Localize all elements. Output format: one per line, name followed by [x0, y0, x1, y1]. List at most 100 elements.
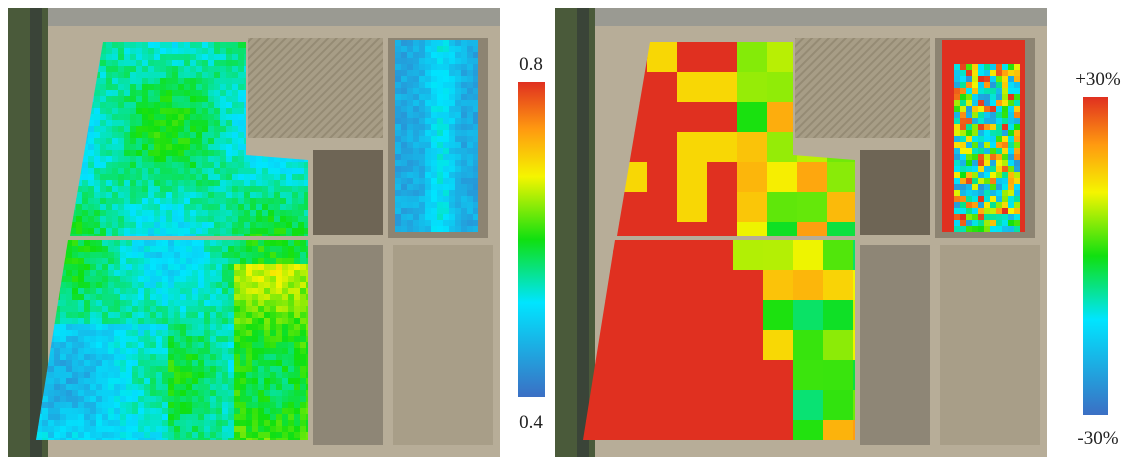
heatmap-cell: [198, 288, 205, 295]
heatmap-cell: [282, 288, 289, 295]
heatmap-cell: [413, 58, 420, 65]
heatmap-cell: [168, 372, 175, 379]
heatmap-cell: [160, 126, 167, 133]
heatmap-cell: [647, 192, 678, 223]
heatmap-cell: [449, 190, 456, 197]
heatmap-cell: [184, 222, 191, 229]
heatmap-cell: [467, 220, 474, 227]
heatmap-cell: [270, 390, 277, 397]
heatmap-cell: [990, 40, 997, 47]
heatmap-cell: [78, 360, 85, 367]
heatmap-cell: [204, 378, 211, 385]
heatmap-cell: [88, 204, 95, 211]
heatmap-cell: [978, 70, 985, 77]
heatmap-cell: [196, 198, 203, 205]
heatmap-cell: [102, 336, 109, 343]
heatmap-cell: [222, 384, 229, 391]
heatmap-cell: [78, 282, 85, 289]
heatmap-cell: [1008, 124, 1015, 131]
heatmap-cell: [90, 282, 97, 289]
heatmap-cell: [954, 82, 961, 89]
heatmap-cell: [238, 42, 245, 49]
heatmap-cell: [613, 360, 644, 391]
heatmap-cell: [228, 336, 235, 343]
heatmap-cell: [84, 270, 91, 277]
heatmap-cell: [208, 72, 215, 79]
heatmap-cell: [114, 390, 121, 397]
heatmap-cell: [234, 306, 241, 313]
heatmap-cell: [202, 120, 209, 127]
heatmap-cell: [984, 70, 991, 77]
heatmap-cell: [160, 210, 167, 217]
heatmap-cell: [114, 378, 121, 385]
heatmap-cell: [972, 58, 979, 65]
heatmap-cell: [114, 246, 121, 253]
heatmap-cell: [461, 82, 468, 89]
heatmap-cell: [449, 142, 456, 149]
heatmap-cell: [180, 426, 187, 433]
heatmap-cell: [142, 162, 149, 169]
heatmap-cell: [984, 160, 991, 167]
heatmap-cell: [196, 114, 203, 121]
heatmap-cell: [948, 118, 955, 125]
heatmap-cell: [84, 264, 91, 271]
heatmap-cell: [136, 84, 143, 91]
heatmap-cell: [136, 132, 143, 139]
heatmap-cell: [174, 258, 181, 265]
heatmap-cell: [972, 142, 979, 149]
heatmap-cell: [437, 40, 444, 47]
heatmap-cell: [166, 186, 173, 193]
heatmap-cell: [942, 88, 949, 95]
heatmap-cell: [401, 208, 408, 215]
heatmap-cell: [425, 82, 432, 89]
heatmap-cell: [108, 264, 115, 271]
heatmap-cell: [142, 90, 149, 97]
heatmap-cell: [228, 294, 235, 301]
heatmap-cell: [96, 342, 103, 349]
heatmap-cell: [413, 208, 420, 215]
heatmap-cell: [114, 318, 121, 325]
heatmap-cell: [216, 300, 223, 307]
heatmap-cell: [647, 102, 678, 133]
heatmap-cell: [268, 216, 275, 223]
heatmap-cell: [282, 360, 289, 367]
heatmap-cell: [60, 360, 67, 367]
heatmap-cell: [172, 78, 179, 85]
heatmap-cell: [120, 432, 127, 439]
heatmap-cell: [401, 82, 408, 89]
heatmap-cell: [144, 312, 151, 319]
heatmap-cell: [114, 330, 121, 337]
heatmap-cell: [990, 100, 997, 107]
heatmap-cell: [419, 112, 426, 119]
heatmap-cell: [54, 420, 61, 427]
heatmap-cell: [102, 366, 109, 373]
heatmap-cell: [294, 336, 301, 343]
heatmap-cell: [395, 220, 402, 227]
heatmap-cell: [246, 354, 253, 361]
heatmap-cell: [455, 46, 462, 53]
heatmap-cell: [220, 204, 227, 211]
heatmap-cell: [1014, 46, 1021, 53]
heatmap-cell: [72, 366, 79, 373]
heatmap-cell: [401, 160, 408, 167]
heatmap-cell: [270, 378, 277, 385]
heatmap-cell: [178, 216, 185, 223]
heatmap-cell: [216, 432, 223, 439]
heatmap-cell: [162, 378, 169, 385]
heatmap-cell: [102, 276, 109, 283]
heatmap-cell: [443, 130, 450, 137]
heatmap-cell: [166, 156, 173, 163]
heatmap-cell: [142, 66, 149, 73]
heatmap-cell: [244, 186, 251, 193]
heatmap-cell: [264, 246, 271, 253]
heatmap-cell: [108, 294, 115, 301]
heatmap-cell: [270, 372, 277, 379]
heatmap-cell: [220, 42, 227, 49]
heatmap-cell: [132, 426, 139, 433]
heatmap-cell: [244, 168, 251, 175]
heatmap-cell: [54, 384, 61, 391]
heatmap-cell: [990, 46, 997, 53]
heatmap-cell: [84, 288, 91, 295]
heatmap-cell: [407, 214, 414, 221]
heatmap-cell: [972, 214, 979, 221]
